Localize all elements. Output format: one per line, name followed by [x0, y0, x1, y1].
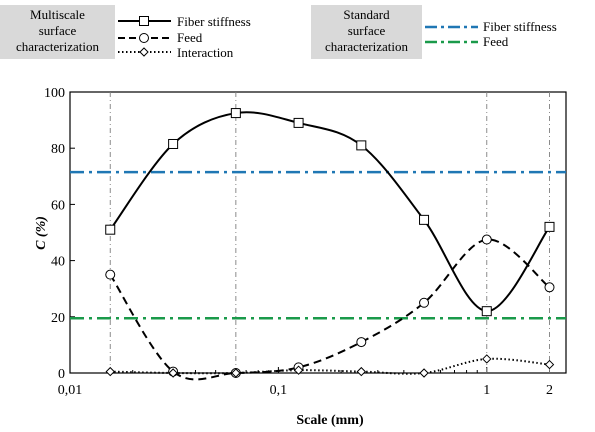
data-point-square — [168, 138, 179, 149]
x-axis-label: Scale (mm) — [296, 413, 364, 428]
data-point-square — [293, 117, 304, 128]
axes: 0 20 40 60 80 100 0,01 0,1 1 2 — [44, 86, 567, 398]
legend-standard-fiber-label: Fiber stiffness — [483, 19, 557, 34]
y-tick-label: 40 — [51, 255, 65, 270]
data-point-diamond — [168, 368, 178, 378]
y-tick-label: 20 — [51, 311, 65, 326]
legend-group-multiscale-line3: characterization — [16, 39, 99, 54]
series-line-interaction — [110, 357, 550, 375]
data-point-circle — [356, 337, 367, 348]
legend-multiscale-entries: Fiber stiffness Feed Interaction — [118, 14, 251, 60]
plot-frame — [69, 91, 567, 374]
x-tick-label: 1 — [483, 383, 490, 398]
legend-group-standard-line3: characterization — [325, 39, 408, 54]
legend-group-standard-line1: Standard — [343, 7, 390, 22]
data-point-diamond — [231, 368, 241, 378]
legend-group-multiscale-line2: surface — [38, 23, 77, 38]
data-point-diamond — [293, 365, 304, 375]
x-tick-label: 2 — [546, 383, 553, 398]
legend-square-marker — [139, 16, 149, 26]
y-tick-label: 80 — [51, 142, 65, 157]
legend-interaction-label: Interaction — [177, 45, 234, 60]
data-point-circle — [481, 234, 492, 245]
data-point-diamond — [419, 368, 429, 378]
legend-circle-marker — [139, 33, 149, 43]
series-lines — [109, 111, 551, 381]
vertical-guides — [109, 92, 550, 373]
legend-group-standard-line2: surface — [347, 23, 386, 38]
x-tick-label: 0,1 — [270, 383, 288, 398]
legend-feed-label: Feed — [177, 30, 203, 45]
legend-group-standard: Standard surface characterization — [311, 5, 422, 59]
data-point-square — [481, 306, 492, 317]
x-tick-label: 0,01 — [58, 383, 83, 398]
legend-standard-entries: Fiber stiffness Feed — [425, 19, 557, 49]
legend-fiber-stiffness-label: Fiber stiffness — [177, 14, 251, 29]
data-point-square — [544, 221, 555, 232]
data-point-circle — [419, 297, 430, 308]
data-point-diamond — [356, 366, 367, 377]
data-point-square — [419, 214, 430, 225]
series-markers — [105, 108, 555, 378]
data-point-diamond — [105, 366, 115, 377]
y-tick-label: 100 — [44, 86, 65, 101]
data-point-diamond — [482, 354, 492, 364]
data-point-square — [105, 224, 116, 235]
legend-diamond-marker — [139, 47, 149, 57]
y-tick-label: 0 — [58, 367, 65, 382]
data-point-circle — [544, 282, 555, 293]
data-point-square — [230, 108, 241, 119]
standard-reference-lines — [70, 170, 566, 320]
data-point-diamond — [544, 359, 555, 370]
legend-group-multiscale-line1: Multiscale — [30, 7, 85, 22]
legend-standard-feed-label: Feed — [483, 34, 509, 49]
y-axis-label: C (%) — [34, 216, 49, 250]
y-tick-label: 60 — [51, 198, 65, 213]
data-point-circle — [105, 269, 116, 280]
data-point-square — [356, 140, 367, 151]
legend-group-multiscale: Multiscale surface characterization — [0, 5, 115, 59]
